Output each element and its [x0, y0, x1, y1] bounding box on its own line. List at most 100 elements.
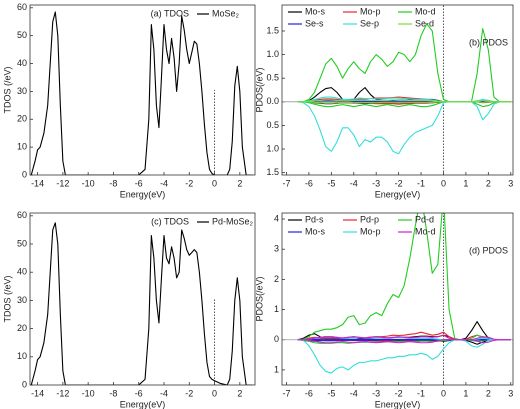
plot-area [30, 11, 253, 175]
x-tick-label: 3 [508, 388, 513, 398]
y-tick-label: 0 [22, 169, 27, 179]
y-tick-label: 10 [17, 351, 27, 361]
x-tick-label: 1 [463, 178, 468, 188]
x-tick-label: 0 [212, 388, 217, 398]
x-axis-label: Energy(eV) [120, 189, 166, 199]
plot-frame [281, 4, 514, 176]
curve [297, 213, 511, 341]
y-tick-label: 4 [274, 213, 279, 223]
x-tick-label: -14 [31, 388, 44, 398]
y-tick-label: 1.5 [266, 25, 279, 35]
y-tick-label: 0 [274, 334, 279, 344]
x-tick-label: -12 [56, 178, 69, 188]
y-tick-label: 60 [17, 2, 27, 12]
y-tick-label: 50 [17, 238, 27, 248]
legend-label: Se-s [305, 18, 324, 28]
x-tick-label: -5 [327, 388, 335, 398]
x-tick-label: 0 [441, 388, 446, 398]
x-tick-label: -3 [372, 388, 380, 398]
x-axis-label: Energy(eV) [375, 399, 421, 409]
panel: -14 -12 -10 -8 -6 -4 -2 0 20102030405060Energy(e… [2, 210, 256, 409]
x-tick-label: 2 [486, 388, 491, 398]
legend-label: Mo-s [305, 6, 325, 16]
curve [297, 339, 511, 344]
x-tick-label: -8 [109, 388, 117, 398]
legend-label: Mo-p [360, 226, 381, 236]
x-tick-label: -7 [282, 178, 290, 188]
panel-title: (c) TDOS [151, 216, 189, 226]
y-tick-label: 1.5 [266, 167, 279, 177]
plot-area [282, 213, 513, 385]
panel: -7 -6 -5 -4 -3 -2 -1 0 1 2 3 1.5 1.0 0.5 0.0 0.5 1.0 1.5 E… [254, 4, 514, 199]
x-tick-label: -4 [350, 388, 358, 398]
y-tick-label: 1 [274, 304, 279, 314]
x-tick-label: 3 [508, 178, 513, 188]
x-tick-label: -8 [109, 178, 117, 188]
panel-title: (b) PDOS [469, 37, 508, 47]
x-tick-label: -12 [56, 388, 69, 398]
plot-frame [281, 212, 514, 386]
legend-label: Se-d [415, 18, 434, 28]
legend-label: Pd-s [305, 214, 324, 224]
plot-frame [29, 4, 256, 176]
y-tick-label: 30 [17, 295, 27, 305]
plot-area [282, 5, 513, 175]
legend-label: Mo-d [415, 6, 436, 16]
x-tick-label: -10 [82, 388, 95, 398]
curve [30, 11, 253, 175]
panel-title: (a) TDOS [151, 8, 189, 18]
y-axis-label: TDOS (/eV) [2, 275, 12, 322]
x-tick-label: -6 [135, 178, 143, 188]
y-tick-label: 40 [17, 58, 27, 68]
legend-label: Pd-p [360, 214, 379, 224]
panel-title: (d) PDOS [469, 245, 508, 255]
curve [297, 23, 511, 103]
y-tick-label: 3 [274, 244, 279, 254]
y-tick-label: 0 [22, 379, 27, 389]
x-tick-label: -1 [417, 388, 425, 398]
y-tick-label: 1.0 [266, 49, 279, 59]
y-tick-label: 10 [17, 142, 27, 152]
legend-label: Mo-s [305, 226, 325, 236]
x-tick-label: 2 [237, 388, 242, 398]
x-tick-label: -1 [417, 178, 425, 188]
y-tick-label: 0.5 [266, 120, 279, 130]
legend-label: MoSe₂ [212, 8, 240, 18]
x-tick-label: -6 [305, 178, 313, 188]
x-tick-label: -4 [160, 388, 168, 398]
x-tick-label: -2 [185, 178, 193, 188]
x-tick-label: -14 [31, 178, 44, 188]
y-tick-label: 40 [17, 267, 27, 277]
panel: -7 -6 -5 -4 -3 -2 -1 0 1 2 3 4 3 2 1 0 1 Energy(eV) PDOS(/… [254, 212, 514, 409]
x-tick-label: 0 [212, 178, 217, 188]
y-tick-label: 1 [274, 364, 279, 374]
x-tick-label: 2 [237, 178, 242, 188]
legend-label: Pd-MoSe₂ [212, 216, 254, 226]
plot-area [30, 222, 253, 385]
x-tick-label: -4 [160, 178, 168, 188]
x-tick-label: 1 [463, 388, 468, 398]
y-tick-label: 20 [17, 323, 27, 333]
x-tick-label: -6 [305, 388, 313, 398]
x-tick-label: -10 [82, 178, 95, 188]
y-axis-label: PDOS(/eV) [254, 276, 264, 321]
y-axis-label: TDOS (/eV) [2, 66, 12, 113]
y-tick-label: 2 [274, 274, 279, 284]
y-tick-label: 20 [17, 114, 27, 124]
legend-label: Se-p [360, 18, 379, 28]
legend-label: Mo-d [415, 226, 436, 236]
x-axis-label: Energy(eV) [120, 399, 166, 409]
curve [297, 101, 511, 104]
x-tick-label: -2 [185, 388, 193, 398]
y-tick-label: 60 [17, 210, 27, 220]
curve [297, 101, 511, 155]
y-tick-label: 0.5 [266, 73, 279, 83]
x-tick-label: -5 [327, 178, 335, 188]
x-tick-label: 0 [441, 178, 446, 188]
y-tick-label: 50 [17, 30, 27, 40]
y-axis-label: PDOS(/eV) [254, 67, 264, 112]
curve [297, 339, 511, 374]
x-tick-label: -3 [372, 178, 380, 188]
x-axis-label: Energy(eV) [375, 189, 421, 199]
